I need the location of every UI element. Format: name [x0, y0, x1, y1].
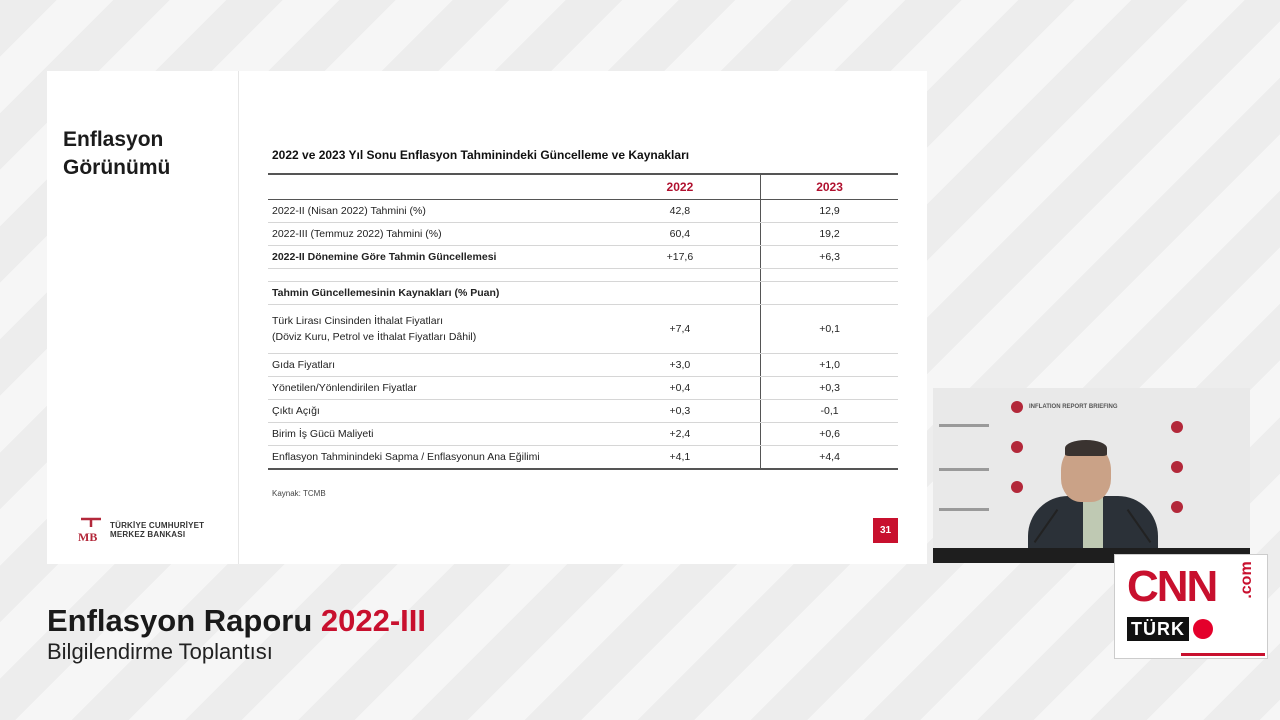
caption-title-main: Enflasyon Raporu	[47, 603, 313, 638]
row-label: Çıktı Açığı	[268, 399, 600, 423]
turk-bar: TÜRK	[1127, 617, 1213, 641]
table-header-2023: 2023	[760, 174, 898, 200]
caption-title-accent: 2022-III	[320, 603, 427, 638]
row-value-2022: +0,3	[599, 399, 762, 423]
row-value-2023	[760, 281, 898, 305]
row-value-2022: +4,1	[599, 445, 762, 470]
broadcast-caption-subtitle: Bilgilendirme Toplantısı	[47, 639, 273, 664]
backdrop-seal-icon	[1011, 481, 1023, 493]
cnn-turk-logo: CNN .com TÜRK	[1114, 554, 1268, 659]
row-label: Yönetilen/Yönlendirilen Fiyatlar	[268, 376, 600, 400]
backdrop-text: INFLATION REPORT BRIEFING	[1029, 404, 1118, 410]
table-section-row: Tahmin Güncellemesinin Kaynakları (% Pua…	[268, 281, 898, 305]
table-row: 2022-III (Temmuz 2022) Tahmini (%) 60,4 …	[268, 222, 898, 246]
table-row: Birim İş Gücü Maliyeti +2,4 +0,6	[268, 422, 898, 446]
row-label: 2022-II (Nisan 2022) Tahmini (%)	[268, 199, 600, 223]
backdrop-seal-icon	[1011, 401, 1023, 413]
row-value-2023: +0,1	[760, 304, 898, 354]
row-label: 2022-III (Temmuz 2022) Tahmini (%)	[268, 222, 600, 246]
row-label: Birim İş Gücü Maliyeti	[268, 422, 600, 446]
table-title: 2022 ve 2023 Yıl Sonu Enflasyon Tahminin…	[272, 148, 690, 162]
table-spacer-row	[268, 268, 898, 282]
table-row: Gıda Fiyatları +3,0 +1,0	[268, 353, 898, 377]
turk-logo-text: TÜRK	[1127, 617, 1189, 641]
table-row: Yönetilen/Yönlendirilen Fiyatlar +0,4 +0…	[268, 376, 898, 400]
cnn-com-text: .com	[1238, 561, 1255, 599]
backdrop-seal-icon	[1171, 421, 1183, 433]
table-row: 2022-II (Nisan 2022) Tahmini (%) 42,8 12…	[268, 199, 898, 223]
row-value-2023: 12,9	[760, 199, 898, 223]
table-header-2022: 2022	[599, 174, 762, 200]
backdrop-seal-icon	[1011, 441, 1023, 453]
tcmb-emblem-icon: MB	[78, 517, 101, 544]
source-note: Kaynak: TCMB	[272, 489, 326, 498]
row-label: Türk Lirası Cinsinden İthalat Fiyatları	[272, 315, 443, 327]
speaker-shirt	[1083, 496, 1103, 563]
backdrop-stripe	[939, 424, 989, 427]
row-label-note: (Döviz Kuru, Petrol ve İthalat Fiyatları…	[272, 331, 477, 343]
presentation-slide: Enflasyon Görünümü MB TÜRKİYE CUMHURİYET…	[47, 71, 927, 564]
slide-heading-line1: Enflasyon	[63, 128, 164, 151]
table-header-label	[268, 174, 600, 200]
slide-heading: Enflasyon Görünümü	[63, 126, 233, 182]
row-value-2022	[599, 281, 762, 305]
slide-divider	[238, 71, 239, 564]
row-label-multiline: Türk Lirası Cinsinden İthalat Fiyatları …	[268, 304, 600, 354]
row-value-2022: 42,8	[599, 199, 762, 223]
cnn-logo-text: CNN	[1127, 562, 1218, 611]
logo-underline	[1181, 653, 1265, 656]
row-value-2023: +0,3	[760, 376, 898, 400]
row-value-2022: +0,4	[599, 376, 762, 400]
backdrop-seal-icon	[1171, 461, 1183, 473]
row-value-2023: 19,2	[760, 222, 898, 246]
inflation-table: 2022 2023 2022-II (Nisan 2022) Tahmini (…	[268, 173, 898, 470]
row-value-2023: +4,4	[760, 445, 898, 470]
row-label: Gıda Fiyatları	[268, 353, 600, 377]
table-row: Enflasyon Tahminindeki Sapma / Enflasyon…	[268, 445, 898, 470]
speaker-video-inset: INFLATION REPORT BRIEFING	[933, 388, 1250, 563]
slide-heading-line2: Görünümü	[63, 156, 171, 179]
svg-text:MB: MB	[78, 530, 97, 544]
logo-text-line1: TÜRKİYE CUMHURİYET	[110, 521, 205, 530]
backdrop-seal-icon	[1171, 501, 1183, 513]
page-number-badge: 31	[873, 518, 898, 543]
section-label: Tahmin Güncellemesinin Kaynakları (% Pua…	[268, 281, 600, 305]
broadcast-caption-title: Enflasyon Raporu 2022-III	[47, 603, 426, 639]
table-row: Türk Lirası Cinsinden İthalat Fiyatları …	[268, 304, 898, 354]
row-value-2022: +17,6	[599, 245, 762, 269]
red-dot-icon	[1193, 619, 1213, 639]
row-value-2023: -0,1	[760, 399, 898, 423]
backdrop-stripe	[939, 508, 989, 511]
table-row: Çıktı Açığı +0,3 -0,1	[268, 399, 898, 423]
tcmb-logo: MB TÜRKİYE CUMHURİYET MERKEZ BANKASI	[77, 515, 204, 545]
row-label: 2022-II Dönemine Göre Tahmin Güncellemes…	[268, 245, 600, 269]
row-value-2023: +6,3	[760, 245, 898, 269]
row-value-2022: +2,4	[599, 422, 762, 446]
row-value-2022: +7,4	[599, 304, 762, 354]
row-value-2023: +1,0	[760, 353, 898, 377]
logo-text-line2: MERKEZ BANKASI	[110, 530, 186, 539]
table-row: 2022-II Dönemine Göre Tahmin Güncellemes…	[268, 245, 898, 269]
row-value-2022: +3,0	[599, 353, 762, 377]
backdrop-stripe	[939, 468, 989, 471]
speaker-hair	[1065, 440, 1107, 456]
row-value-2022: 60,4	[599, 222, 762, 246]
row-value-2023: +0,6	[760, 422, 898, 446]
row-label: Enflasyon Tahminindeki Sapma / Enflasyon…	[268, 445, 600, 470]
